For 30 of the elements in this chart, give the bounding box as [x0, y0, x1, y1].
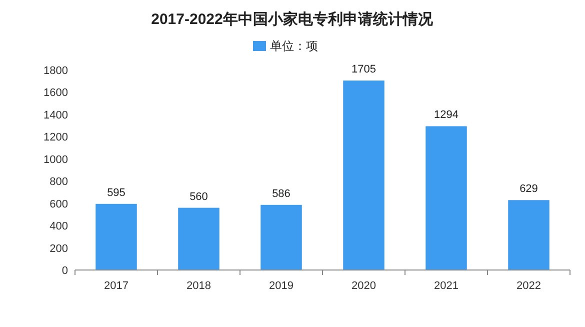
x-tick-label: 2018: [186, 280, 211, 292]
y-tick-label: 800: [50, 176, 68, 188]
y-tick-label: 1800: [44, 65, 68, 77]
y-tick-label: 1600: [44, 87, 68, 100]
x-tick-label: 2022: [516, 280, 541, 292]
data-label: 1705: [352, 64, 376, 76]
data-label: 595: [107, 186, 126, 199]
y-tick-label: 600: [50, 198, 68, 210]
data-label: 586: [272, 188, 290, 200]
bar: [260, 204, 302, 270]
y-tick-label: 200: [50, 242, 68, 255]
bar: [343, 80, 384, 270]
chart-title: 2017-2022年中国小家电专利申请统计情况: [151, 10, 434, 28]
y-tick-label: 1000: [44, 154, 68, 166]
bar: [178, 208, 220, 270]
y-tick-label: 0: [62, 265, 68, 277]
y-tick-label: 400: [50, 220, 68, 233]
x-tick-label: 2017: [104, 280, 128, 292]
x-tick-label: 2021: [434, 280, 458, 292]
data-label: 1294: [434, 109, 458, 122]
bar: [508, 200, 550, 270]
y-tick-label: 1400: [44, 109, 68, 122]
data-label: 629: [520, 183, 538, 196]
legend-label: 单位：项: [270, 39, 318, 53]
bar: [96, 204, 137, 270]
y-tick-label: 1200: [44, 132, 68, 144]
x-tick-label: 2019: [269, 280, 294, 292]
x-tick-label: 2020: [352, 280, 376, 292]
data-label: 560: [190, 190, 208, 203]
bar: [426, 126, 467, 270]
